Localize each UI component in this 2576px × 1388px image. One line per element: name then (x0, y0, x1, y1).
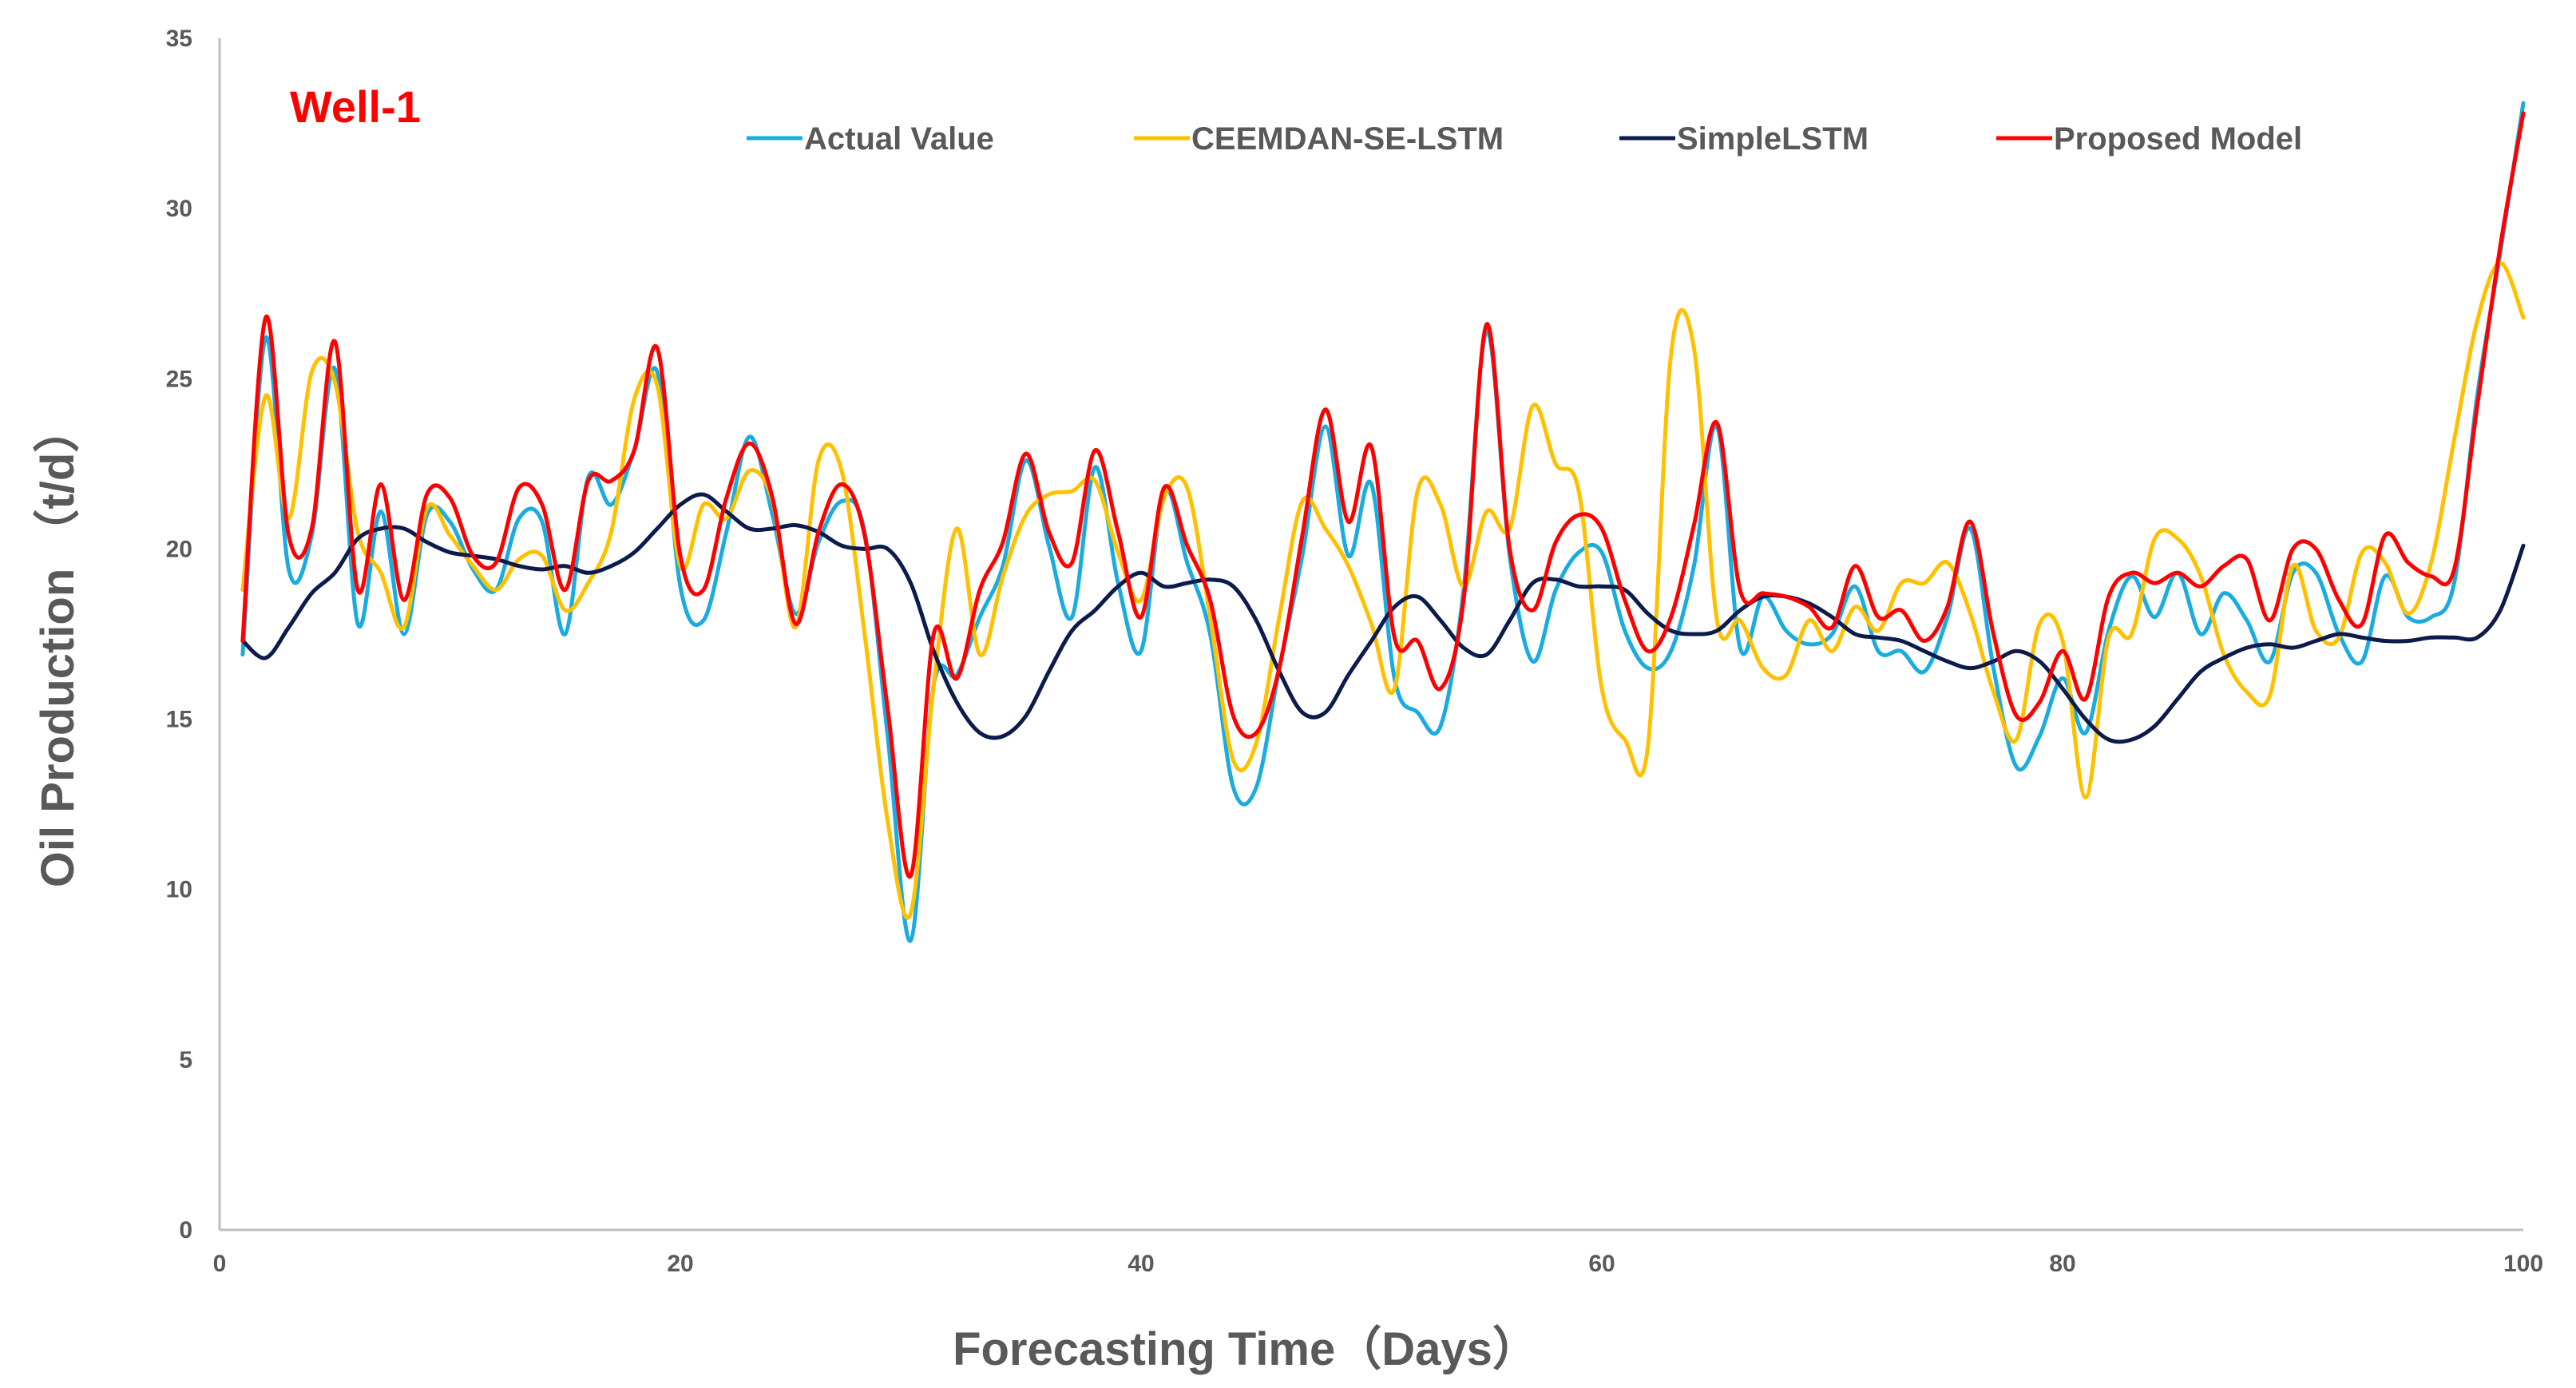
legend-item-ceemdan-se-lstm: CEEMDAN-SE-LSTM (1134, 121, 1504, 157)
y-tick-label: 10 (166, 877, 192, 903)
x-tick-labels: 0 20 40 60 80 100 (213, 1251, 2543, 1277)
y-tick-label: 20 (166, 536, 192, 562)
legend-label: CEEMDAN-SE-LSTM (1191, 121, 1504, 157)
legend: Actual Value CEEMDAN-SE-LSTM SimpleLSTM Pro… (747, 121, 2302, 157)
x-tick-label: 20 (667, 1251, 693, 1277)
well-annotation: Well-1 (290, 81, 421, 132)
y-tick-label: 25 (166, 366, 192, 392)
y-tick-label: 0 (179, 1217, 192, 1243)
series-lines (240, 101, 2526, 943)
x-tick-label: 40 (1127, 1251, 1154, 1277)
x-tick-label: 60 (1588, 1251, 1615, 1277)
y-axis-title: Oil Production （t/d） (32, 406, 84, 888)
series-line-ceemdan-se-lstm (240, 260, 2526, 920)
legend-item-proposed-model: Proposed Model (1996, 121, 2302, 157)
y-tick-label: 5 (179, 1047, 192, 1073)
y-tick-label: 30 (166, 196, 192, 222)
series-line-simplelstm (240, 492, 2526, 744)
x-tick-label: 100 (2503, 1251, 2543, 1277)
legend-label: Actual Value (804, 121, 994, 157)
y-tick-labels: 0 5 10 15 20 25 30 35 (166, 26, 192, 1243)
x-tick-label: 0 (213, 1251, 227, 1277)
legend-label: SimpleLSTM (1677, 121, 1869, 157)
y-tick-label: 15 (166, 707, 192, 733)
legend-item-actual-value: Actual Value (747, 121, 994, 157)
legend-label: Proposed Model (2054, 121, 2302, 157)
y-tick-label: 35 (166, 26, 192, 52)
series-line-proposed-model (240, 111, 2526, 879)
x-tick-label: 80 (2049, 1251, 2075, 1277)
axes (218, 38, 2523, 1231)
legend-item-simplelstm: SimpleLSTM (1619, 121, 1869, 157)
x-axis-title: Forecasting Time（Days） (953, 1323, 1539, 1375)
